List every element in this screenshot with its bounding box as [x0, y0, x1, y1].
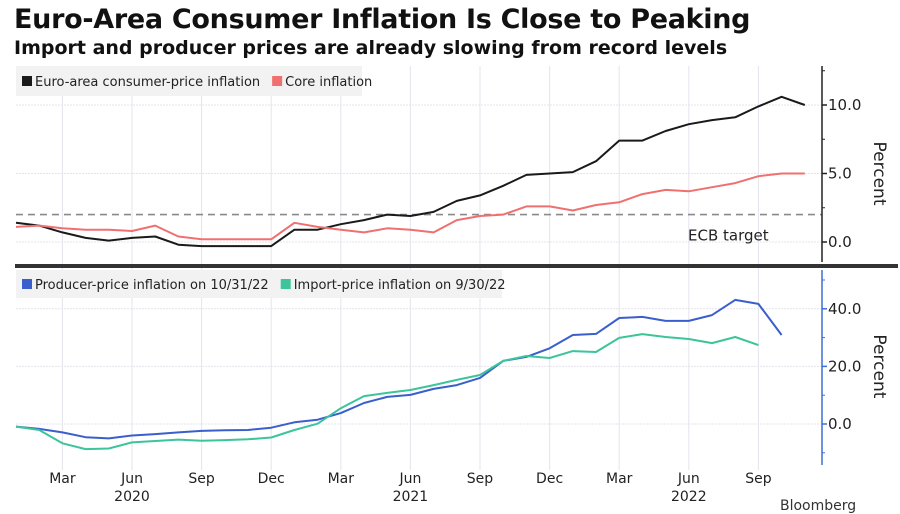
x-tick-label: Jun: [677, 471, 700, 487]
y-tick-label: 0.0: [828, 415, 852, 433]
series-line-euro-area-consumer-price-inflation: [15, 95, 806, 248]
top-panel: Euro-area consumer-price inflation Core i…: [15, 66, 889, 262]
legend-swatch: [22, 76, 32, 86]
series-line-producer-price-inflation-on-10-31-22: [15, 298, 783, 440]
legend-swatch: [272, 76, 283, 86]
x-tick-label: Sep: [467, 471, 494, 487]
ecb-target-label: ECB target: [688, 227, 769, 245]
x-tick-label: Mar: [49, 471, 76, 487]
x-tick-label: Mar: [606, 471, 633, 487]
legend-box: [16, 66, 362, 96]
series-line-import-price-inflation-on-9-30-22: [15, 333, 759, 451]
y-tick-label: 5.0: [828, 165, 852, 183]
x-tick-label: Sep: [745, 471, 772, 487]
x-tick-label: Jun: [120, 471, 143, 487]
x-tick-label: Jun: [398, 471, 421, 487]
chart-title: Euro-Area Consumer Inflation Is Close to…: [14, 4, 751, 35]
x-year-label: 2022: [671, 489, 707, 505]
legend-label: Producer-price inflation on 10/31/22: [35, 278, 269, 293]
x-tick-label: Dec: [536, 471, 563, 487]
legend-label: Euro-area consumer-price inflation: [35, 75, 260, 90]
bottom-panel: Producer-price inflation on 10/31/22 Impo…: [15, 270, 889, 465]
legend-box: [16, 270, 502, 298]
legend-label: Core inflation: [285, 75, 372, 90]
chart-subtitle: Import and producer prices are already s…: [14, 37, 728, 59]
y-axis-title: Percent: [869, 334, 889, 398]
y-tick-label: 10.0: [828, 96, 861, 114]
series-line-core-inflation: [15, 172, 805, 241]
y-tick-label: 0.0: [828, 233, 852, 251]
x-tick-label: Sep: [188, 471, 215, 487]
y-tick-label: 40.0: [828, 300, 861, 318]
x-tick-label: Mar: [328, 471, 355, 487]
x-year-label: 2020: [114, 489, 150, 505]
source-label: Bloomberg: [780, 498, 857, 514]
x-axis: Mar Jun Sep Dec Mar Jun Sep Dec Mar Jun Sep 2020 202…: [15, 264, 898, 505]
legend-swatch: [280, 279, 291, 289]
legend-label: Import-price inflation on 9/30/22: [294, 278, 506, 293]
x-year-label: 2021: [393, 489, 429, 505]
legend-swatch: [22, 279, 32, 289]
y-axis-title: Percent: [869, 142, 889, 206]
panel-separator: [15, 264, 898, 268]
y-tick-label: 20.0: [828, 357, 861, 375]
x-tick-label: Dec: [258, 471, 285, 487]
